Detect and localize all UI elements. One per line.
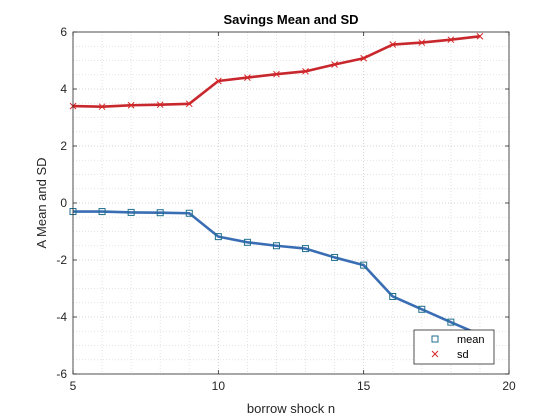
- y-tick-label: 2: [60, 139, 67, 153]
- chart-title: Savings Mean and SD: [223, 12, 358, 27]
- y-tick-label: 4: [60, 82, 67, 96]
- plot-area: [73, 32, 509, 374]
- x-tick-label: 20: [502, 379, 516, 393]
- x-tick-label: 5: [70, 379, 77, 393]
- y-tick-label: 6: [60, 25, 67, 39]
- y-tick-label: -4: [56, 310, 67, 324]
- y-tick-label: 0: [60, 196, 67, 210]
- legend-label-mean: mean: [457, 334, 485, 346]
- legend-label-sd: sd: [457, 349, 469, 361]
- y-tick-label: -2: [56, 253, 67, 267]
- legend: mean sd: [414, 330, 494, 364]
- x-axis-label: borrow shock n: [247, 401, 335, 416]
- y-tick-label: -6: [56, 367, 67, 381]
- x-tick-label: 10: [212, 379, 226, 393]
- y-axis-label: A Mean and SD: [34, 157, 49, 248]
- x-tick-label: 15: [357, 379, 371, 393]
